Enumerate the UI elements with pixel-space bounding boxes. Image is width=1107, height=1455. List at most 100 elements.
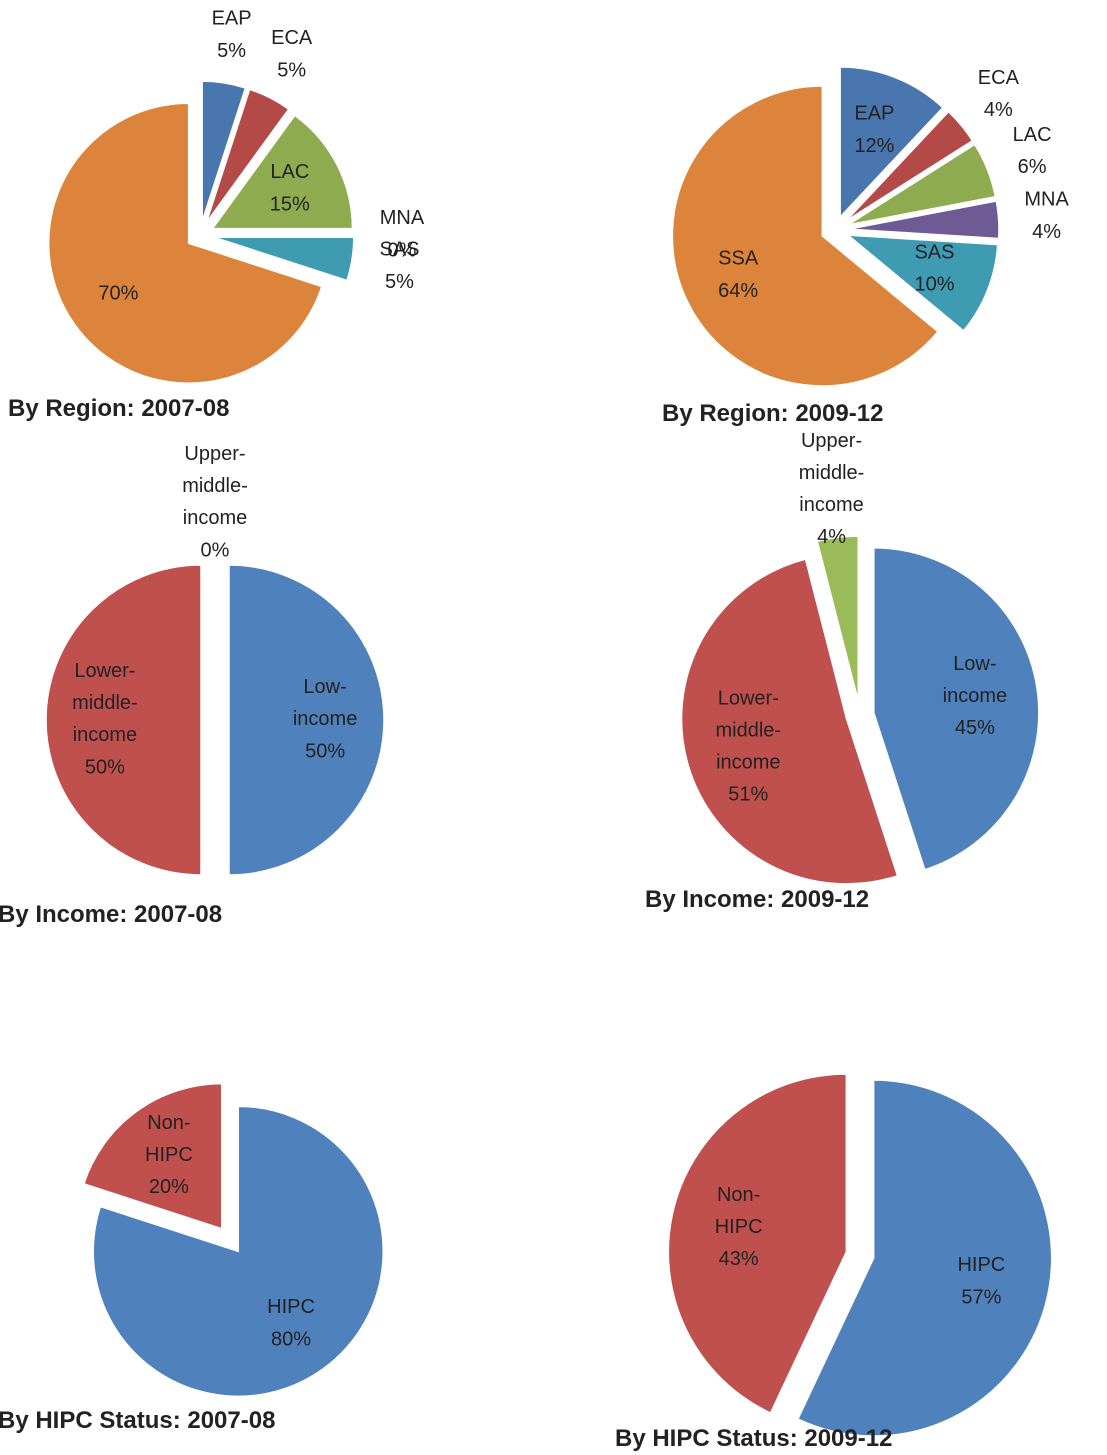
slice-value-label: 15% xyxy=(270,194,310,216)
chart-title: By Region: 2007-08 xyxy=(8,395,229,422)
slice-value-label: 70% xyxy=(98,283,138,305)
label-line: HIPC xyxy=(957,1254,1005,1276)
pie-slice xyxy=(667,1073,848,1415)
label-line: LAC xyxy=(1013,124,1052,146)
label-line: income xyxy=(799,494,863,516)
slice-value-label: 20% xyxy=(149,1176,189,1198)
label-line: income xyxy=(716,752,780,774)
slice-value-label: 12% xyxy=(854,135,894,157)
pie-slice xyxy=(680,558,899,885)
slice-label: LAC xyxy=(270,162,309,184)
pie-slice xyxy=(848,200,1000,240)
chart-title: By Income: 2009-12 xyxy=(645,886,869,913)
slice-value-label: 50% xyxy=(305,740,345,762)
slice-label: Non- HIPC xyxy=(715,1184,763,1238)
slice-label: HIPC xyxy=(267,1296,315,1318)
pie-slice xyxy=(48,102,323,384)
label-line: Non- xyxy=(717,1184,760,1206)
pie-slice xyxy=(213,236,355,282)
slice-label: SAS xyxy=(914,242,954,264)
label-line: middle- xyxy=(799,462,865,484)
slice-value-label: 5% xyxy=(217,40,246,62)
label-line: MNA xyxy=(380,207,425,229)
label-line: middle- xyxy=(716,720,782,742)
pie-slice xyxy=(92,1105,384,1398)
pie-slice xyxy=(45,564,202,876)
slice-label: LAC xyxy=(1013,124,1052,146)
slice-label: Lower-middle-income xyxy=(72,660,138,746)
pie-slice xyxy=(839,66,944,219)
slice-label: Lower-middle-income xyxy=(716,688,782,774)
slice-label: EAP xyxy=(854,103,894,125)
slice-value-label: 10% xyxy=(914,274,954,296)
pie-slice xyxy=(671,85,939,387)
slice-value-label: 5% xyxy=(277,59,306,81)
slice-label: MNA xyxy=(380,207,425,229)
label-line: income xyxy=(943,685,1007,707)
label-line: ECA xyxy=(978,67,1020,89)
pie-slice xyxy=(847,143,997,226)
slice-label: Upper-middle-income xyxy=(182,443,248,529)
pie-slice xyxy=(796,1079,1053,1437)
pie-slice xyxy=(845,110,974,222)
pie-slice xyxy=(845,234,999,332)
slice-label: Low-income xyxy=(293,676,357,730)
label-line: SSA xyxy=(718,248,759,270)
label-line: Upper- xyxy=(184,443,245,465)
slice-value-label: 4% xyxy=(817,526,846,548)
chart-title: By HIPC Status: 2009-12 xyxy=(615,1425,892,1452)
slice-label: SSA xyxy=(718,248,759,270)
slice-value-label: 80% xyxy=(271,1328,311,1350)
pie-slice xyxy=(211,114,354,230)
label-line: Lower- xyxy=(718,688,779,710)
slice-value-label: 50% xyxy=(85,756,125,778)
label-line: HIPC xyxy=(715,1216,763,1238)
label-line: Lower- xyxy=(74,660,135,682)
label-line: SAS xyxy=(379,239,419,261)
slice-label: SAS xyxy=(379,239,419,261)
slice-value-label: 6% xyxy=(1018,156,1047,178)
slice-value-label: 5% xyxy=(385,271,414,293)
slice-value-label: 51% xyxy=(728,784,768,806)
slice-label: MNA xyxy=(1024,189,1069,211)
pie-slice xyxy=(228,564,385,876)
label-line: HIPC xyxy=(145,1144,193,1166)
slice-label: Upper-middle-income xyxy=(799,430,865,516)
pie-slice xyxy=(873,547,1040,871)
label-line: ECA xyxy=(271,27,313,49)
slice-label: Low-income xyxy=(943,653,1007,707)
label-line: MNA xyxy=(1024,189,1069,211)
label-line: income xyxy=(293,708,357,730)
chart-title: By Region: 2009-12 xyxy=(662,400,883,427)
label-line: income xyxy=(73,724,137,746)
slice-value-label: 0% xyxy=(388,239,417,261)
label-line: SAS xyxy=(914,242,954,264)
slice-value-label: 57% xyxy=(961,1286,1001,1308)
slice-value-label: 0% xyxy=(201,539,230,561)
label-line: income xyxy=(183,507,247,529)
label-line: middle- xyxy=(182,475,248,497)
label-line: EAP xyxy=(854,103,894,125)
chart-title: By Income: 2007-08 xyxy=(0,901,222,928)
pie-slice xyxy=(205,88,290,223)
label-line: LAC xyxy=(270,162,309,184)
label-line: EAP xyxy=(212,8,252,30)
slice-value-label: 43% xyxy=(719,1248,759,1270)
slice-value-label: 45% xyxy=(955,717,995,739)
label-line: Upper- xyxy=(801,430,862,452)
slice-label: EAP xyxy=(212,8,252,30)
label-line: HIPC xyxy=(267,1296,315,1318)
label-line: Non- xyxy=(147,1112,190,1134)
pie-slice xyxy=(82,1082,223,1230)
slice-label: HIPC xyxy=(957,1254,1005,1276)
slice-value-label: 64% xyxy=(718,280,758,302)
slice-label: Non- HIPC xyxy=(145,1112,193,1166)
slice-value-label: 4% xyxy=(1032,221,1061,243)
chart-title: By HIPC Status: 2007-08 xyxy=(0,1407,275,1434)
pie-slice xyxy=(201,80,247,222)
label-line: Low- xyxy=(303,676,346,698)
label-line: middle- xyxy=(72,692,138,714)
slice-label: ECA xyxy=(978,67,1020,89)
slice-label: ECA xyxy=(271,27,313,49)
